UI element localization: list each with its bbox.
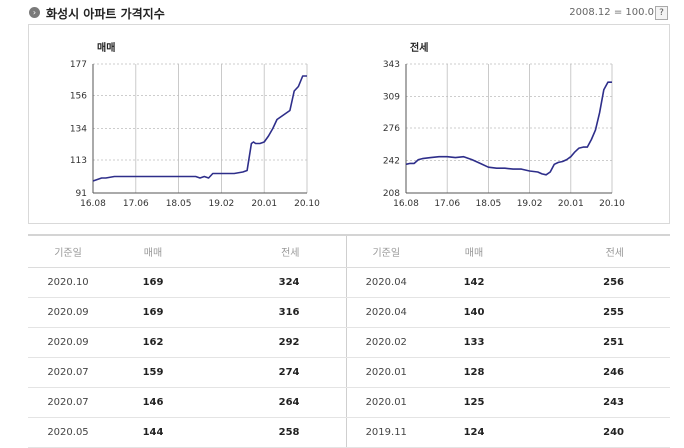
- y-tick-label: 113: [70, 156, 87, 166]
- x-tick-label: 17.06: [123, 199, 149, 209]
- table-row: 2020.09 162 292 2020.02 133 251: [28, 327, 670, 358]
- cell-date: 2020.01: [345, 357, 426, 388]
- cell-date: 2020.04: [345, 297, 426, 328]
- cell-rent: 243: [522, 387, 670, 418]
- cell-sale: 125: [426, 387, 522, 418]
- cell-date: 2020.02: [345, 327, 426, 358]
- x-tick-label: 20.10: [294, 199, 320, 209]
- cell-sale: 162: [108, 327, 198, 358]
- cell-date: 2020.04: [345, 267, 426, 298]
- charts-svg: 매매 91 113 134 156 177 16.08 17.06 18.05 19.02 20.0…: [70, 41, 625, 209]
- cell-date: 2019.11: [345, 417, 426, 448]
- header-rent-left: 전세: [198, 234, 346, 268]
- x-tick-label: 20.01: [558, 199, 584, 209]
- cell-date: 2020.10: [28, 267, 108, 298]
- cell-rent: 240: [522, 417, 670, 448]
- y-tick-label: 242: [383, 157, 400, 167]
- chart-title-rent: 전세: [410, 41, 428, 54]
- cell-date: 2020.09: [28, 327, 108, 358]
- cell-rent: 258: [198, 417, 346, 448]
- charts-panel: 매매 91 113 134 156 177 16.08 17.06 18.05 19.02 20.0…: [28, 24, 670, 224]
- cell-rent: 246: [522, 357, 670, 388]
- price-index-table: 기준일 매매 전세 기준일 매매 전세 2020.10 169 324 2020…: [28, 234, 670, 448]
- cell-rent: 264: [198, 387, 346, 418]
- x-tick-label: 20.01: [251, 199, 277, 209]
- y-tick-label: 208: [383, 189, 400, 199]
- cell-rent: 292: [198, 327, 346, 358]
- y-tick-label: 156: [70, 92, 87, 102]
- cell-sale: 169: [108, 267, 198, 298]
- series-line-rent: [405, 81, 612, 176]
- y-tick-label: 343: [383, 60, 400, 70]
- table-row: 2020.07 146 264 2020.01 125 243: [28, 387, 670, 418]
- cell-sale: 142: [426, 267, 522, 298]
- cell-sale: 128: [426, 357, 522, 388]
- help-icon[interactable]: ?: [655, 6, 668, 20]
- page-header: › 화성시 아파트 가격지수 2008.12 = 100.0 ?: [0, 0, 684, 26]
- cell-date: 2020.07: [28, 357, 108, 388]
- cell-rent: 255: [522, 297, 670, 328]
- x-tick-label: 18.05: [476, 199, 502, 209]
- header-rent-right: 전세: [522, 234, 670, 268]
- cell-sale: 169: [108, 297, 198, 328]
- cell-sale: 144: [108, 417, 198, 448]
- x-tick-label: 16.08: [393, 199, 419, 209]
- table-row: 2020.05 144 258 2019.11 124 240: [28, 417, 670, 448]
- header-date-left: 기준일: [28, 234, 108, 268]
- cell-sale: 140: [426, 297, 522, 328]
- x-tick-label: 19.02: [517, 199, 543, 209]
- cell-date: 2020.09: [28, 297, 108, 328]
- price-index-table-wrap: 기준일 매매 전세 기준일 매매 전세 2020.10 169 324 2020…: [28, 234, 670, 448]
- table-row: 2020.10 169 324 2020.04 142 256: [28, 267, 670, 298]
- page-title: 화성시 아파트 가격지수: [46, 7, 165, 21]
- y-tick-label: 177: [70, 60, 87, 70]
- x-tick-label: 20.10: [599, 199, 625, 209]
- x-tick-label: 18.05: [166, 199, 192, 209]
- cell-rent: 316: [198, 297, 346, 328]
- y-tick-label: 309: [383, 92, 400, 102]
- y-tick-label: 276: [383, 124, 400, 134]
- header-date-right: 기준일: [345, 234, 426, 268]
- x-tick-label: 19.02: [209, 199, 235, 209]
- cell-sale: 124: [426, 417, 522, 448]
- table-row: 2020.07 159 274 2020.01 128 246: [28, 357, 670, 388]
- chart-title-sale: 매매: [97, 41, 115, 54]
- y-tick-label: 91: [76, 189, 87, 199]
- cell-sale: 133: [426, 327, 522, 358]
- cell-rent: 251: [522, 327, 670, 358]
- cell-date: 2020.05: [28, 417, 108, 448]
- table-header-row: 기준일 매매 전세 기준일 매매 전세: [28, 234, 670, 268]
- y-tick-label: 134: [70, 125, 87, 135]
- series-line-sale: [92, 75, 307, 182]
- x-tick-label: 16.08: [80, 199, 106, 209]
- header-sale-right: 매매: [426, 234, 522, 268]
- table-row: 2020.09 169 316 2020.04 140 255: [28, 297, 670, 328]
- header-sale-left: 매매: [108, 234, 198, 268]
- x-tick-label: 17.06: [434, 199, 460, 209]
- baseline-note: 2008.12 = 100.0: [569, 7, 654, 18]
- cell-rent: 274: [198, 357, 346, 388]
- cell-sale: 146: [108, 387, 198, 418]
- cell-sale: 159: [108, 357, 198, 388]
- cell-rent: 324: [198, 267, 346, 298]
- cell-date: 2020.07: [28, 387, 108, 418]
- cell-rent: 256: [522, 267, 670, 298]
- cell-date: 2020.01: [345, 387, 426, 418]
- arrow-bullet-icon: ›: [29, 7, 40, 18]
